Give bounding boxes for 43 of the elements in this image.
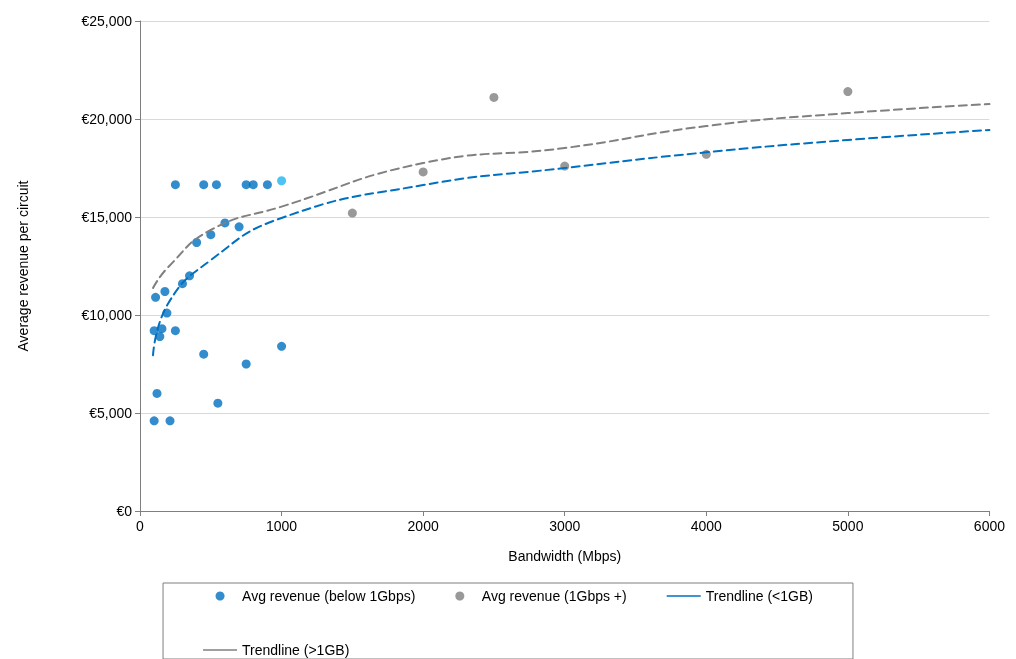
y-tick-label: €5,000 <box>89 405 133 421</box>
point <box>234 222 244 232</box>
y-tick-label: €15,000 <box>81 209 133 225</box>
point <box>241 359 251 369</box>
point <box>248 180 258 190</box>
point <box>277 176 287 186</box>
point <box>170 180 180 190</box>
line-series <box>152 103 991 289</box>
legend-label: Avg revenue (1Gbps +) <box>481 588 627 604</box>
x-axis-title: Bandwidth (Mbps) <box>508 548 622 564</box>
point <box>418 167 428 177</box>
point <box>170 326 180 336</box>
point <box>199 349 209 359</box>
y-tick-label: €0 <box>116 503 133 519</box>
point <box>199 180 209 190</box>
point <box>152 388 162 398</box>
y-tick-label: €20,000 <box>81 111 133 127</box>
line-series <box>152 128 991 357</box>
point <box>211 180 221 190</box>
point <box>151 292 161 302</box>
point <box>149 416 159 426</box>
point <box>489 92 499 102</box>
legend-label: Avg revenue (below 1Gbps) <box>242 588 416 604</box>
legend-label: Trendline (>1GB) <box>242 642 350 658</box>
x-tick-label: 2000 <box>407 518 439 534</box>
x-tick-label: 1000 <box>265 518 298 534</box>
point <box>192 237 202 247</box>
x-tick-label: 4000 <box>690 518 723 534</box>
point <box>347 208 357 218</box>
point <box>843 87 853 97</box>
x-tick-label: 6000 <box>973 518 1006 534</box>
point <box>213 398 223 408</box>
x-tick-label: 3000 <box>549 518 581 534</box>
x-tick-label: 0 <box>136 518 145 534</box>
y-tick-label: €10,000 <box>81 307 133 323</box>
y-axis-title: Average revenue per circuit <box>15 180 31 352</box>
y-tick-label: €25,000 <box>81 13 133 29</box>
point <box>262 180 272 190</box>
legend-label: Trendline (<1GB) <box>705 588 813 604</box>
point <box>277 341 287 351</box>
x-tick-label: 5000 <box>832 518 864 534</box>
point <box>165 416 175 426</box>
point <box>160 286 170 296</box>
